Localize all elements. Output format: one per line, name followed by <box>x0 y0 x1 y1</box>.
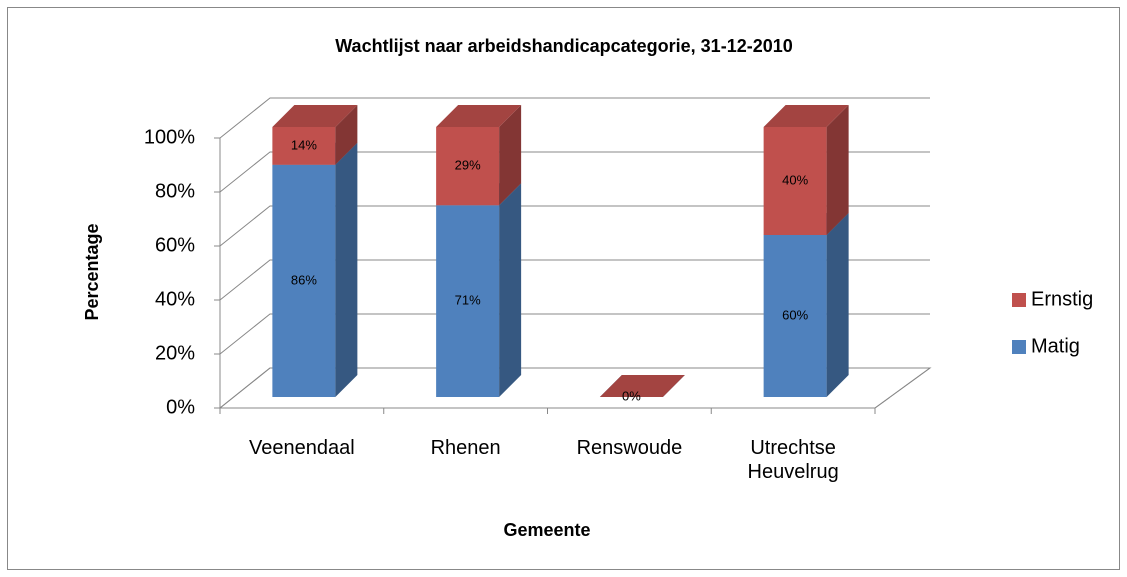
bar <box>436 205 500 397</box>
legend-label: Ernstig <box>1031 288 1093 310</box>
grid-line <box>219 313 930 355</box>
y-tick-label: 80% <box>155 180 195 202</box>
y-axis-label: Percentage <box>82 223 102 320</box>
x-axis-side <box>874 367 931 409</box>
bar <box>436 127 500 206</box>
x-axis-label: Gemeente <box>503 520 590 540</box>
x-tick-label: Utrechtse Heuvelrug <box>747 437 839 483</box>
bar-top <box>599 375 685 397</box>
bar-top <box>272 105 358 127</box>
data-label: 40% <box>782 172 808 187</box>
legend-swatch <box>1012 340 1026 354</box>
bar <box>272 164 336 397</box>
data-label: 71% <box>455 293 481 308</box>
bar-side <box>335 142 358 397</box>
data-label: 29% <box>455 158 481 173</box>
y-tick-label: 100% <box>144 126 195 148</box>
data-label: 0% <box>622 388 641 403</box>
x-tick-label: Veenendaal <box>249 437 355 459</box>
chart-title: Wachtlijst naar arbeidshandicapcategorie… <box>335 36 793 56</box>
bar-top <box>763 105 849 127</box>
data-label: 14% <box>291 137 317 152</box>
bar-side <box>499 183 522 397</box>
bar <box>763 127 827 235</box>
grid-line <box>219 205 930 247</box>
bar <box>763 235 827 397</box>
y-tick-label: 20% <box>155 342 195 364</box>
chart-border <box>7 7 1120 570</box>
grid-line <box>219 97 930 139</box>
grid-line <box>219 259 930 301</box>
x-tick-label: Renswoude <box>576 437 683 459</box>
grid-line <box>219 367 930 409</box>
bar-top <box>436 105 522 127</box>
grid-line <box>219 151 930 193</box>
legend-swatch <box>1012 293 1026 307</box>
bar-side <box>335 105 358 165</box>
legend-label: Matig <box>1031 335 1080 357</box>
y-tick-label: 0% <box>166 396 195 418</box>
x-tick-label: Rhenen <box>430 437 501 459</box>
y-tick-label: 60% <box>155 234 195 256</box>
bar-side <box>499 105 522 206</box>
data-label: 86% <box>291 272 317 287</box>
data-label: 60% <box>782 307 808 322</box>
bar-side <box>826 213 849 397</box>
bar-side <box>826 105 849 235</box>
y-tick-label: 40% <box>155 288 195 310</box>
bar <box>272 127 336 165</box>
